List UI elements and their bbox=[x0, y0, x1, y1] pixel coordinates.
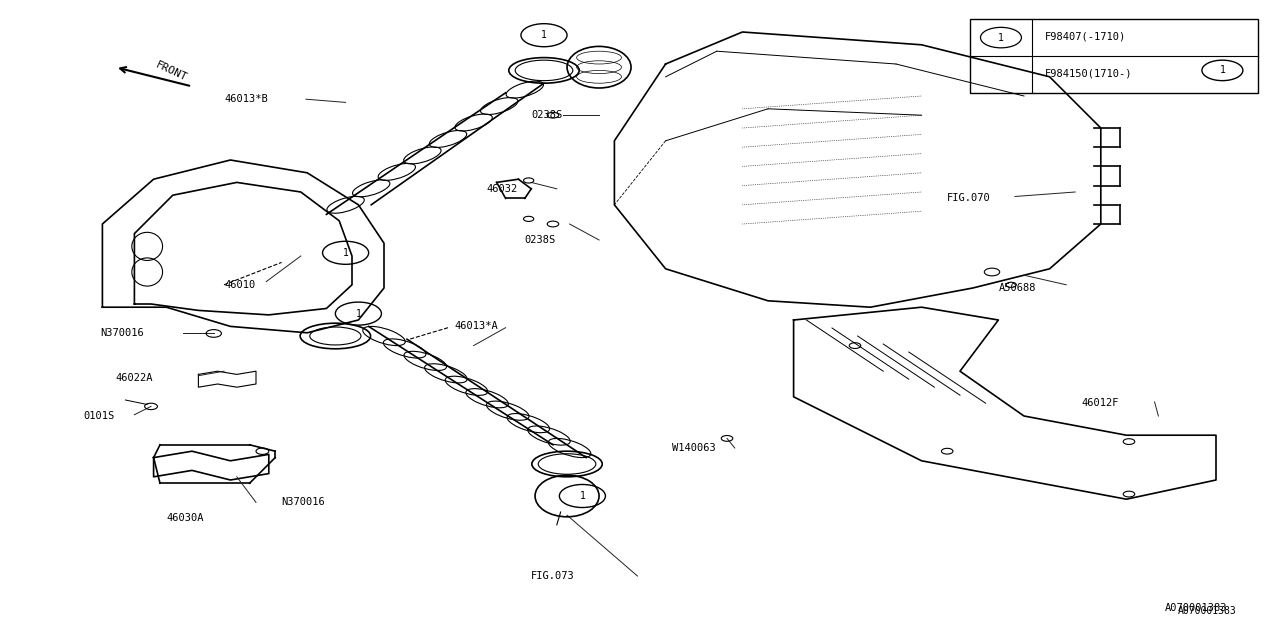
Text: A070001383: A070001383 bbox=[1178, 606, 1236, 616]
Text: 0101S: 0101S bbox=[83, 411, 114, 421]
Text: 1: 1 bbox=[1220, 65, 1225, 76]
Text: W140063: W140063 bbox=[672, 443, 716, 453]
Text: F984150(1710-): F984150(1710-) bbox=[1044, 68, 1132, 79]
Text: 46032: 46032 bbox=[486, 184, 517, 194]
Bar bbox=[970, 19, 1258, 93]
Text: 1: 1 bbox=[356, 308, 361, 319]
Text: 46012F: 46012F bbox=[1082, 398, 1119, 408]
Text: 1: 1 bbox=[580, 491, 585, 501]
Text: 46010: 46010 bbox=[224, 280, 255, 290]
Text: 46022A: 46022A bbox=[115, 372, 152, 383]
Text: 46013*B: 46013*B bbox=[224, 94, 268, 104]
Text: 0238S: 0238S bbox=[525, 235, 556, 245]
Text: A070001383: A070001383 bbox=[1165, 603, 1228, 613]
Text: 0238S: 0238S bbox=[531, 110, 562, 120]
Text: FIG.073: FIG.073 bbox=[531, 571, 575, 581]
Text: 46030A: 46030A bbox=[166, 513, 204, 524]
Text: 46013*A: 46013*A bbox=[454, 321, 498, 332]
Text: 1: 1 bbox=[541, 30, 547, 40]
Text: N370016: N370016 bbox=[100, 328, 143, 338]
Text: A50688: A50688 bbox=[998, 283, 1036, 293]
Text: FIG.070: FIG.070 bbox=[947, 193, 991, 204]
Text: FRONT: FRONT bbox=[154, 60, 188, 83]
Text: 1: 1 bbox=[343, 248, 348, 258]
Text: N370016: N370016 bbox=[282, 497, 325, 508]
Text: F98407(-1710): F98407(-1710) bbox=[1044, 32, 1125, 42]
Text: 1: 1 bbox=[998, 33, 1004, 43]
